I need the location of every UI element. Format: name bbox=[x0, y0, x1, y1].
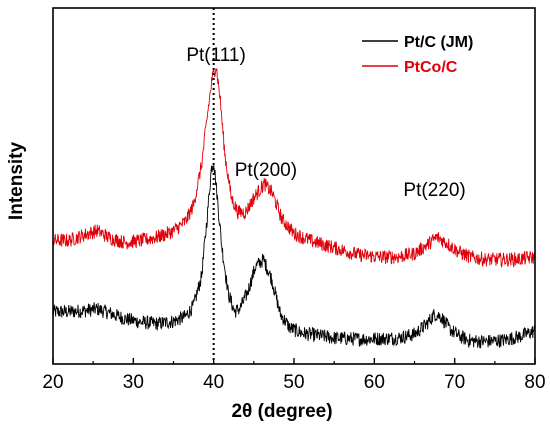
legend: Pt/C (JM) PtCo/C bbox=[362, 34, 473, 76]
peak-label-pt200: Pt(200) bbox=[235, 160, 297, 181]
x-tick-label: 80 bbox=[524, 372, 545, 393]
x-axis-title: 2θ (degree) bbox=[231, 401, 332, 422]
x-tick-label: 40 bbox=[203, 372, 224, 393]
y-axis-title: Intensity bbox=[6, 142, 27, 221]
legend-label-ptco-c: PtCo/C bbox=[404, 59, 458, 76]
peak-label-pt220: Pt(220) bbox=[403, 180, 465, 201]
x-tick-label: 70 bbox=[444, 372, 465, 393]
peak-label-pt111: Pt(111) bbox=[186, 45, 246, 66]
ticks-layer: 20 30 40 50 60 70 80 bbox=[42, 358, 546, 393]
legend-label-pt-c-jm: Pt/C (JM) bbox=[404, 34, 473, 51]
x-tick-label: 50 bbox=[283, 372, 304, 393]
x-tick-label: 30 bbox=[123, 372, 144, 393]
series-line-pt-c-jm bbox=[53, 164, 535, 349]
x-tick-label: 20 bbox=[42, 372, 63, 393]
series-layer bbox=[53, 68, 535, 349]
x-tick-label: 60 bbox=[364, 372, 385, 393]
annotation-layer: Pt(111) Pt(200) Pt(220) bbox=[186, 45, 465, 201]
series-line-ptco-c bbox=[53, 68, 535, 269]
